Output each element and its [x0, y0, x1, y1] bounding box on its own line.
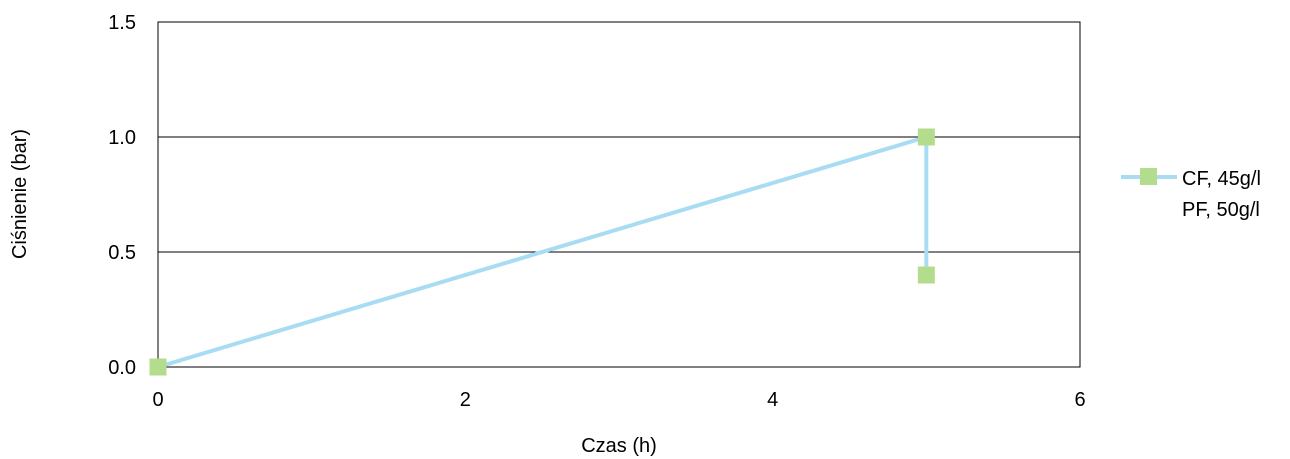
x-axis-ticks: 0 2 4 6	[152, 389, 1085, 411]
y-tick-label: 0.5	[108, 242, 136, 264]
x-tick-label: 0	[152, 389, 163, 411]
y-tick-label: 0.0	[108, 357, 136, 379]
series-layer	[149, 128, 935, 376]
data-point-marker	[149, 358, 167, 376]
y-axis-title: Ciśnienie (bar)	[9, 129, 31, 259]
gridlines	[158, 136, 1080, 253]
legend-label-line-1: CF, 45g/l	[1182, 168, 1261, 190]
x-tick-label: 2	[460, 389, 471, 411]
legend-marker-swatch	[1140, 168, 1157, 185]
legend: CF, 45g/l PF, 50g/l	[1121, 168, 1261, 221]
plot-area-frame	[157, 21, 1081, 368]
y-tick-label: 1.0	[108, 127, 136, 149]
y-tick-label: 1.5	[108, 12, 136, 34]
data-point-marker	[917, 128, 935, 146]
x-tick-label: 4	[767, 389, 778, 411]
x-axis-title: Czas (h)	[581, 435, 657, 457]
data-point-marker	[917, 266, 935, 284]
x-tick-label: 6	[1074, 389, 1085, 411]
y-axis-ticks: 0.0 0.5 1.0 1.5	[108, 12, 136, 379]
legend-label-line-2: PF, 50g/l	[1182, 199, 1260, 221]
